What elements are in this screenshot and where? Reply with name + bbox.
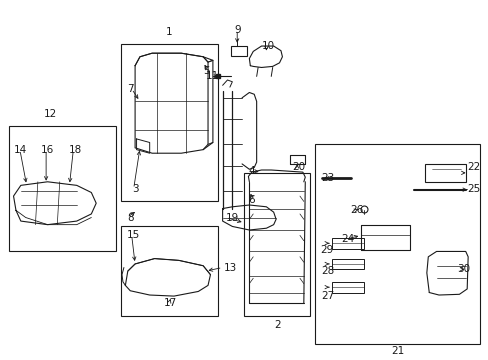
Text: 27: 27 bbox=[321, 291, 334, 301]
Text: 28: 28 bbox=[321, 266, 334, 276]
Text: 20: 20 bbox=[291, 162, 305, 172]
Text: 5: 5 bbox=[203, 66, 209, 76]
Text: 29: 29 bbox=[319, 245, 332, 255]
Text: 30: 30 bbox=[457, 264, 469, 274]
Text: 10: 10 bbox=[261, 41, 274, 51]
Text: 2: 2 bbox=[274, 320, 280, 330]
Text: 11: 11 bbox=[205, 71, 219, 81]
Text: 1: 1 bbox=[165, 27, 172, 37]
Text: 18: 18 bbox=[68, 145, 81, 155]
Text: 4: 4 bbox=[248, 166, 255, 176]
Bar bbox=[425, 164, 465, 182]
Text: 26: 26 bbox=[350, 205, 363, 215]
Text: 22: 22 bbox=[466, 162, 479, 172]
Text: 14: 14 bbox=[14, 145, 27, 155]
Bar bbox=[9, 126, 116, 251]
Text: 24: 24 bbox=[340, 234, 353, 244]
Text: 9: 9 bbox=[233, 25, 240, 35]
Text: 8: 8 bbox=[126, 212, 133, 222]
Text: 6: 6 bbox=[248, 195, 255, 204]
Text: 16: 16 bbox=[41, 145, 54, 155]
Text: 7: 7 bbox=[126, 84, 133, 94]
Bar bbox=[231, 46, 246, 56]
Bar bbox=[314, 144, 479, 344]
Bar bbox=[244, 173, 309, 316]
Bar bbox=[331, 258, 363, 269]
Text: 21: 21 bbox=[390, 346, 404, 356]
Bar bbox=[331, 238, 363, 249]
Text: 13: 13 bbox=[224, 262, 237, 273]
Text: 3: 3 bbox=[131, 184, 138, 194]
Text: 23: 23 bbox=[321, 173, 334, 183]
Text: 17: 17 bbox=[164, 298, 177, 308]
Text: 12: 12 bbox=[43, 109, 57, 119]
Bar bbox=[120, 226, 217, 316]
Bar bbox=[120, 44, 217, 202]
Text: 15: 15 bbox=[126, 230, 140, 240]
Text: 25: 25 bbox=[466, 184, 479, 194]
Text: 19: 19 bbox=[225, 212, 239, 222]
Bar bbox=[331, 282, 363, 293]
